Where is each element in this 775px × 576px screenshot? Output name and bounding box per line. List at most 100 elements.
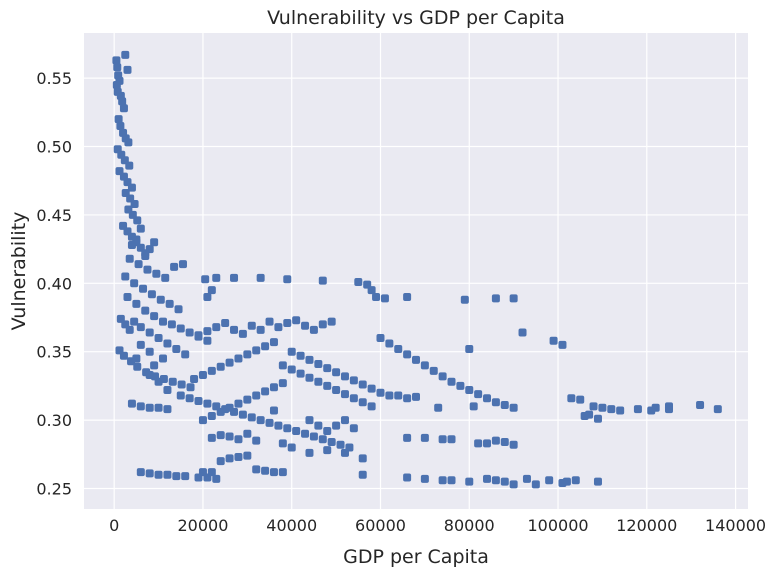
scatter-point bbox=[243, 350, 252, 359]
scatter-point bbox=[132, 299, 141, 308]
scatter-point bbox=[358, 454, 367, 463]
scatter-point bbox=[178, 260, 187, 269]
scatter-point bbox=[394, 391, 403, 400]
scatter-point bbox=[130, 199, 139, 208]
scatter-point bbox=[318, 435, 327, 444]
scatter-point bbox=[216, 431, 225, 440]
scatter-point bbox=[500, 437, 509, 446]
y-tick-label: 0.30 bbox=[36, 411, 72, 430]
y-tick-label: 0.40 bbox=[36, 274, 72, 293]
scatter-point bbox=[252, 346, 261, 355]
scatter-point bbox=[349, 424, 358, 433]
scatter-point bbox=[156, 295, 165, 304]
scatter-point bbox=[456, 381, 465, 390]
scatter-point bbox=[127, 241, 136, 250]
scatter-point bbox=[198, 468, 207, 477]
scatter-point bbox=[177, 380, 186, 389]
scatter-point bbox=[367, 384, 376, 393]
scatter-point bbox=[509, 480, 518, 489]
chart-title: Vulnerability vs GDP per Capita bbox=[267, 7, 565, 29]
scatter-point bbox=[118, 97, 127, 106]
scatter-point bbox=[340, 390, 349, 399]
scatter-point bbox=[112, 80, 121, 89]
scatter-point bbox=[243, 395, 252, 404]
scatter-point bbox=[203, 327, 212, 336]
scatter-point bbox=[323, 381, 332, 390]
scatter-point bbox=[589, 402, 598, 411]
scatter-point bbox=[269, 468, 278, 477]
scatter-point bbox=[207, 366, 216, 375]
scatter-point bbox=[145, 347, 154, 356]
scatter-point bbox=[136, 468, 145, 477]
scatter-point bbox=[318, 320, 327, 329]
scatter-point bbox=[125, 161, 134, 170]
scatter-point bbox=[212, 323, 221, 332]
scatter-point bbox=[154, 334, 163, 343]
plot-background bbox=[84, 33, 748, 509]
scatter-point bbox=[274, 421, 283, 430]
scatter-point bbox=[385, 391, 394, 400]
scatter-point bbox=[168, 377, 177, 386]
scatter-point bbox=[616, 406, 625, 415]
scatter-point bbox=[145, 245, 154, 254]
scatter-point bbox=[483, 439, 492, 448]
scatter-point bbox=[301, 429, 310, 438]
scatter-point bbox=[509, 403, 518, 412]
scatter-point bbox=[216, 457, 225, 466]
y-tick-label: 0.25 bbox=[36, 479, 72, 498]
scatter-point bbox=[491, 476, 500, 485]
scatter-point bbox=[172, 472, 181, 481]
y-axis-label: Vulnerability bbox=[8, 212, 30, 331]
scatter-point bbox=[212, 402, 221, 411]
scatter-point bbox=[651, 403, 660, 412]
y-tick-label: 0.35 bbox=[36, 343, 72, 362]
x-tick-label: 20000 bbox=[177, 516, 228, 535]
scatter-point bbox=[207, 286, 216, 295]
scatter-point bbox=[133, 216, 142, 225]
scatter-point bbox=[358, 470, 367, 479]
x-tick-label: 120000 bbox=[616, 516, 677, 535]
scatter-point bbox=[181, 350, 190, 359]
scatter-point bbox=[119, 104, 128, 113]
scatter-point bbox=[234, 354, 243, 363]
scatter-point bbox=[283, 424, 292, 433]
scatter-point bbox=[185, 394, 194, 403]
scatter-point bbox=[278, 361, 287, 370]
scatter-point bbox=[349, 376, 358, 385]
scatter-point bbox=[225, 358, 234, 367]
y-tick-label: 0.55 bbox=[36, 69, 72, 88]
scatter-point bbox=[491, 294, 500, 303]
scatter-point bbox=[332, 386, 341, 394]
scatter-point bbox=[545, 476, 554, 485]
scatter-point bbox=[301, 321, 310, 330]
scatter-point bbox=[562, 477, 571, 486]
scatter-point bbox=[403, 292, 412, 301]
scatter-point bbox=[522, 474, 531, 483]
scatter-point bbox=[318, 276, 327, 285]
y-tick-labels: 0.25 0.30 0.35 0.40 0.45 0.50 0.55 bbox=[36, 69, 72, 498]
scatter-point bbox=[121, 50, 130, 59]
scatter-point bbox=[323, 364, 332, 373]
scatter-point bbox=[296, 369, 305, 378]
scatter-point bbox=[145, 403, 154, 412]
scatter-point bbox=[143, 265, 152, 274]
scatter-point bbox=[121, 272, 130, 281]
scatter-point bbox=[225, 454, 234, 463]
scatter-point bbox=[531, 480, 540, 489]
scatter-point bbox=[172, 344, 181, 353]
scatter-point bbox=[327, 437, 336, 446]
scatter-point bbox=[185, 328, 194, 337]
scatter-point bbox=[125, 254, 134, 263]
scatter-point bbox=[123, 292, 132, 301]
scatter-point bbox=[212, 474, 221, 483]
scatter-point bbox=[571, 476, 580, 485]
scatter-point bbox=[163, 386, 172, 394]
scatter-point bbox=[203, 336, 212, 345]
scatter-point bbox=[403, 473, 412, 482]
data-points bbox=[112, 50, 722, 489]
scatter-point bbox=[261, 387, 270, 396]
scatter-point bbox=[447, 476, 456, 485]
scatter-point bbox=[309, 325, 318, 334]
scatter-point bbox=[252, 391, 261, 400]
scatter-point bbox=[509, 440, 518, 449]
